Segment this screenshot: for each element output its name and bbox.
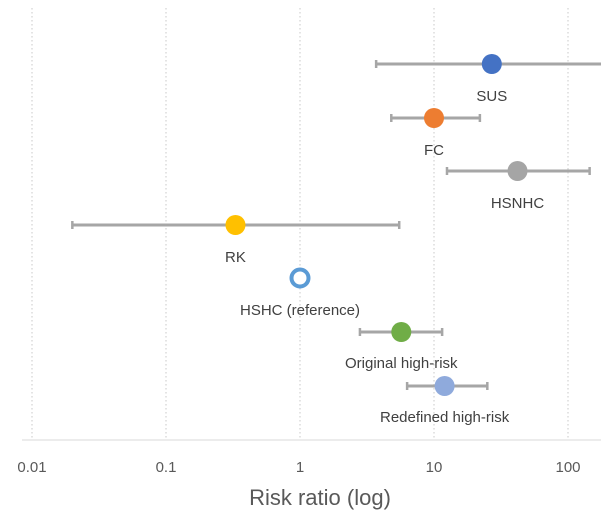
- series-point-group: FC: [390, 108, 482, 159]
- data-series: SUS FC HSNHC RK HSHC (reference) Original hig…: [71, 54, 601, 426]
- point-label: Redefined high-risk: [380, 409, 510, 426]
- series-point-group: Original high-risk: [345, 322, 458, 372]
- point-label: HSNHC: [491, 195, 545, 212]
- x-axis-title: Risk ratio (log): [249, 485, 391, 510]
- series-point-group: HSNHC: [445, 161, 591, 212]
- data-point: [507, 161, 528, 181]
- data-point: [424, 108, 444, 128]
- x-tick-labels: 0.01 0.1 1 10 100: [17, 459, 580, 476]
- data-point: [391, 322, 412, 342]
- x-tick-label: 0.01: [17, 459, 46, 476]
- point-label: RK: [225, 249, 246, 266]
- data-point: [225, 215, 246, 235]
- data-point: [434, 376, 455, 396]
- data-point: [481, 54, 502, 74]
- x-tick-label: 1: [296, 459, 304, 476]
- x-tick-label: 0.1: [156, 459, 177, 476]
- series-point-group: SUS: [374, 54, 601, 105]
- series-point-group: HSHC (reference): [240, 267, 360, 319]
- point-label: FC: [424, 142, 444, 159]
- point-label: Original high-risk: [345, 355, 458, 372]
- point-label: HSHC (reference): [240, 302, 360, 319]
- point-label: SUS: [476, 88, 507, 105]
- reference-point: [289, 267, 311, 289]
- x-tick-label: 10: [426, 459, 443, 476]
- x-tick-label: 100: [555, 459, 580, 476]
- series-point-group: RK: [71, 215, 401, 266]
- series-point-group: Redefined high-risk: [380, 376, 510, 426]
